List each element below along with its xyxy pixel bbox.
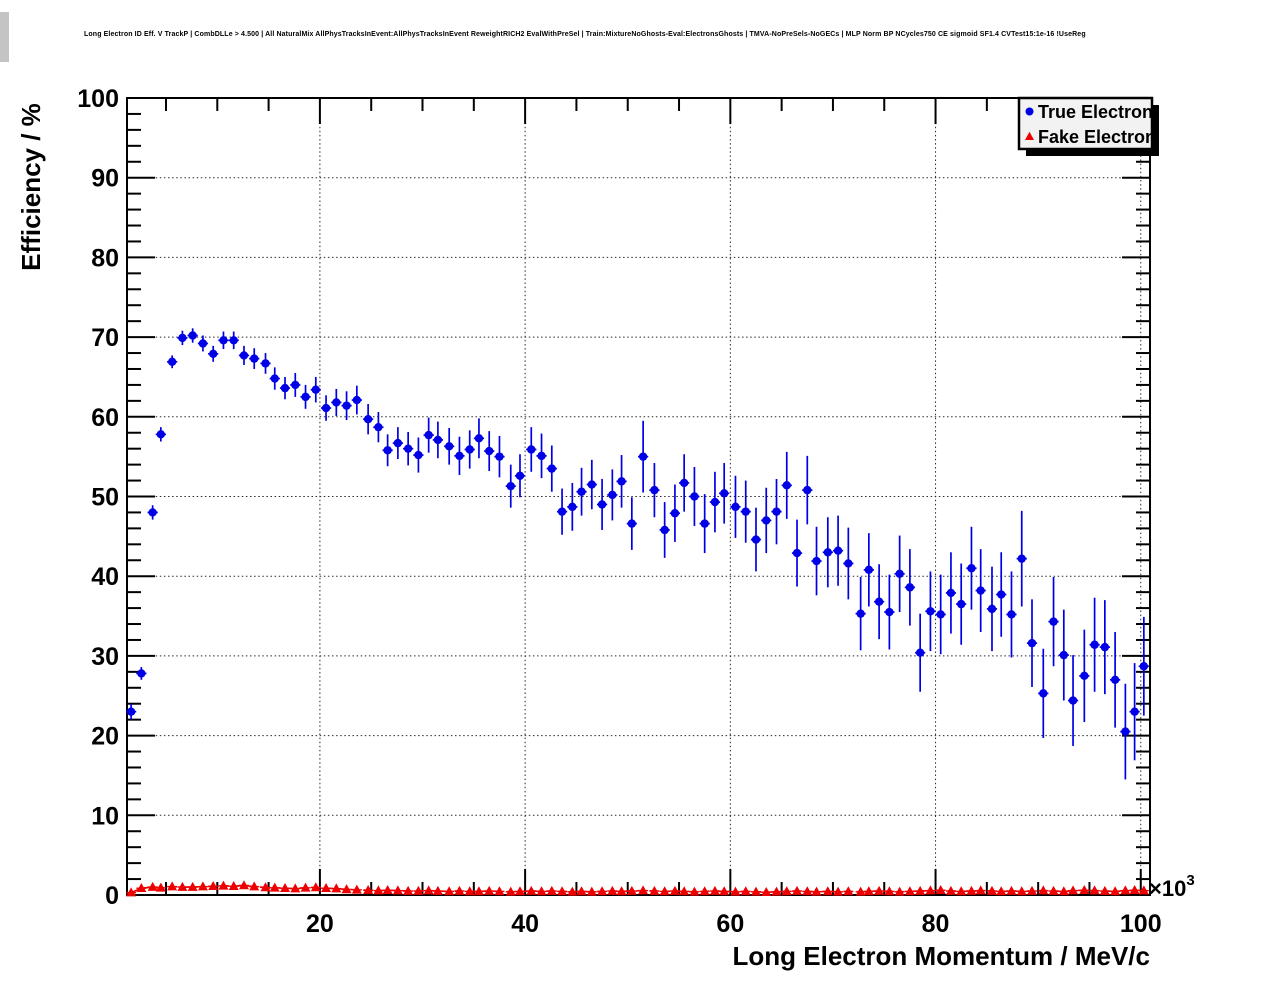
svg-text:100: 100 (77, 85, 119, 113)
svg-text:20: 20 (91, 723, 119, 751)
gridlines (127, 98, 1150, 895)
svg-text:100: 100 (1120, 910, 1162, 938)
legend-entry: Fake Electron (1025, 127, 1156, 147)
svg-text:80: 80 (922, 910, 950, 938)
legend-box (1017, 96, 1154, 151)
series-fake-electron (126, 880, 1149, 897)
y-axis-title: Efficiency / % (16, 103, 46, 271)
legend-circle-marker-icon (1025, 107, 1034, 116)
legend-entry-label: Fake Electron (1038, 127, 1156, 147)
axis-multiplier-label: ×103 (1149, 872, 1195, 901)
svg-text:60: 60 (716, 910, 744, 938)
legend-triangle-marker-icon (1025, 131, 1034, 140)
svg-text:80: 80 (91, 244, 119, 272)
svg-text:70: 70 (91, 324, 119, 352)
plot-title: Long Electron ID Eff. V TrackP | CombDLL… (84, 31, 1086, 38)
svg-text:60: 60 (91, 404, 119, 432)
x-tick-labels: 20 40 60 80 100 (306, 910, 1162, 938)
svg-text:0: 0 (105, 882, 119, 910)
svg-text:50: 50 (91, 484, 119, 512)
svg-text:40: 40 (91, 563, 119, 591)
svg-text:20: 20 (306, 910, 334, 938)
canvas-edge-artifact (0, 12, 9, 62)
x-axis-title: Long Electron Momentum / MeV/c (733, 941, 1150, 971)
legend-entry-label: True Electron (1038, 102, 1153, 122)
svg-text:30: 30 (91, 643, 119, 671)
svg-text:10: 10 (91, 802, 119, 830)
svg-text:40: 40 (511, 910, 539, 938)
legend: True Electron Fake Electron (1017, 96, 1159, 156)
svg-text:90: 90 (91, 165, 119, 193)
legend-entry: True Electron (1025, 102, 1153, 122)
series-true-electron (126, 328, 1149, 780)
axis-ticks (127, 97, 1150, 896)
y-tick-labels: 0 10 20 30 40 50 60 70 80 90 100 (77, 85, 119, 910)
